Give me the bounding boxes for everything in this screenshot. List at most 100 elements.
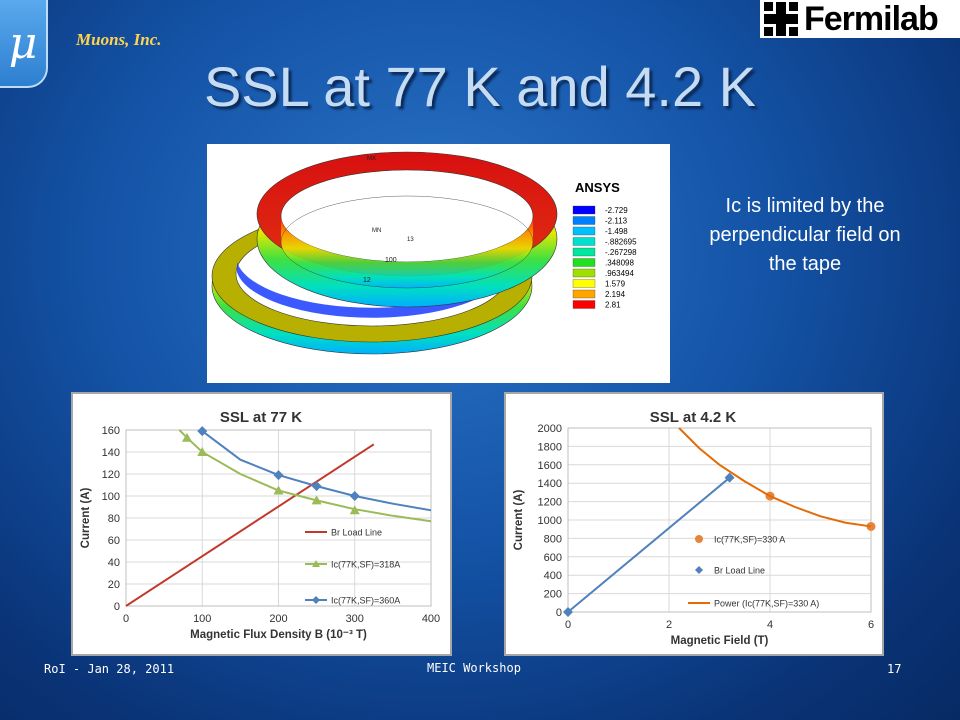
legend-value: -2.729 [605,206,628,215]
ansys-render: MX MN 100 12 13 ANSYS -2.729 -2.113-1.498… [211,151,637,355]
plot-area [125,429,432,607]
ansys-figure: MX MN 100 12 13 ANSYS -2.729 -2.113 -1.498… [207,144,670,383]
legend-marker [312,596,320,604]
note-line-2: perpendicular field on [709,224,901,246]
y-tick-label: 120 [102,469,120,481]
upper-ring [256,151,558,308]
y-tick-label: 40 [108,557,120,569]
data-point [311,495,322,505]
series-line [567,476,731,613]
legend-label: Ic(77K,SF)=360A [331,596,400,606]
legend-value: -2.113 [605,217,628,226]
legend-swatch [572,258,596,267]
y-axis-label: Current (A) [80,487,92,548]
legend-label: Ic(77K,SF)=318A [331,560,400,570]
fermilab-logo: Fermilab [760,0,960,38]
slide-number: 17 [887,662,902,676]
footer-event: MEIC Workshop [427,661,521,675]
legend-value: .348098 [605,259,634,268]
legend-swatch [572,300,596,309]
note-line-3: the tape [768,253,842,275]
series-line [678,427,872,528]
legend-marker [695,535,703,543]
x-tick-label: 300 [346,613,364,625]
y-tick-label: 0 [114,601,120,613]
data-point [273,470,284,481]
y-tick-label: 2000 [538,423,562,435]
chart-4k-svg: SSL at 4.2 K 0 200 400 600 800 1000 1200 1400 160… [513,409,876,647]
chart-title: SSL at 77 K [220,409,302,426]
legend-value: -.882695 [605,238,637,247]
footer-date: RoI - Jan 28, 2011 [44,662,175,676]
y-tick-label: 160 [102,425,120,437]
data-point [563,607,573,617]
legend-swatch [572,289,596,299]
chart-ssl-4k: SSL at 4.2 K 0 200 400 600 800 1000 1200 1400 160… [504,392,884,656]
data-point [724,472,735,483]
legend-value: -1.498 [605,227,628,236]
legend-value: 2.194 [605,290,626,299]
slide-title: SSL at 77 K and 4.2 K [203,55,757,118]
legend-swatch [572,247,596,257]
fermilab-name: Fermilab [804,0,939,38]
x-tick-label: 2 [666,619,672,631]
y-tick-label: 0 [556,607,562,619]
y-tick-label: 60 [108,535,120,547]
y-tick-label: 1200 [538,497,562,509]
x-tick-label: 0 [123,613,129,625]
x-tick-label: 100 [193,613,211,625]
x-tick-label: 6 [868,619,874,631]
legend-marker [695,566,703,574]
fermilab-icon [764,2,798,36]
y-tick-label: 80 [108,513,120,525]
data-point [197,426,208,437]
data-point [311,481,322,492]
legend-label: Power (Ic(77K,SF)=330 A) [714,599,819,609]
label-13: 13 [407,237,414,243]
x-tick-label: 200 [269,613,287,625]
y-tick-label: 600 [544,552,562,564]
ansys-legend: -2.729 -2.113-1.498 -.882695-.267298 .34809… [572,205,637,310]
x-tick-label: 400 [422,613,440,625]
y-tick-label: 1400 [538,478,562,490]
ansys-brand: ANSYS [575,180,620,195]
legend-label: Br Load Line [714,566,765,576]
legend-swatch [572,216,596,225]
legend-swatch [572,268,596,278]
y-axis-label: Current (A) [513,489,525,550]
label-12: 12 [363,277,371,284]
side-note: Ic is limited by the perpendicular field… [685,192,925,279]
x-axis-label: Magnetic Flux Density B (10⁻³ T) [190,629,367,641]
x-tick-label: 0 [565,619,571,631]
legend-swatch [572,226,596,236]
mu-symbol: μ [8,17,38,69]
y-tick-label: 140 [102,447,120,459]
legend-label: Br Load Line [331,528,382,538]
legend-value: 2.81 [605,301,621,310]
legend-label: Ic(77K,SF)=330 A [714,535,785,545]
y-tick-label: 1000 [538,515,562,527]
chart-title: SSL at 4.2 K [650,409,737,426]
legend-value: 1.579 [605,280,626,289]
data-point [182,432,192,442]
y-tick-label: 20 [108,579,120,591]
series-line [125,443,375,607]
x-axis-label: Magnetic Field (T) [671,635,769,647]
x-tick-label: 4 [767,619,773,631]
legend-value: -.267298 [605,248,637,257]
label-mx: MX [367,156,376,162]
legend-swatch [572,237,596,246]
label-100: 100 [385,257,397,264]
data-point [349,491,360,501]
chart-77k-svg: SSL at 77 K 0 20 40 60 80 100 120 140 160 0 100 200 3… [80,409,440,641]
muons-logo: μ [0,0,48,88]
data-point [349,505,360,515]
y-tick-label: 800 [544,533,562,545]
chart-ssl-77k: SSL at 77 K 0 20 40 60 80 100 120 140 160 0 100 200 3… [71,392,452,656]
data-point [197,447,208,456]
y-tick-label: 1600 [538,460,562,472]
y-tick-label: 200 [544,589,562,601]
y-tick-label: 100 [102,491,120,503]
data-point [273,485,284,495]
legend-marker [312,560,320,567]
